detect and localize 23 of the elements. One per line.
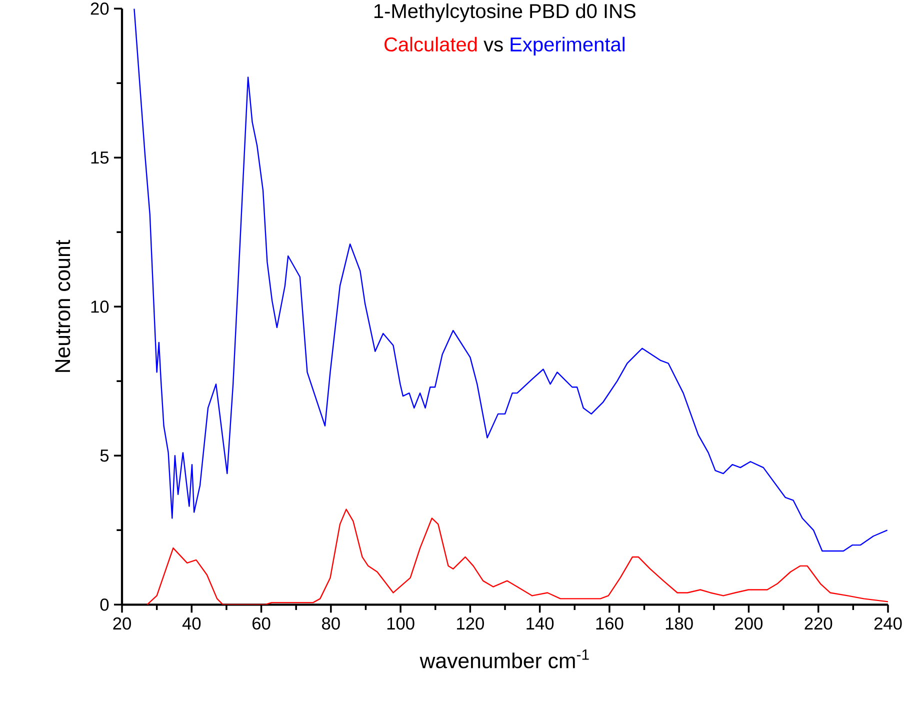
y-tick-label: 0 [100, 598, 109, 611]
x-tick-label: 20 [113, 617, 131, 630]
x-tick-label: 240 [874, 617, 902, 630]
y-tick-label: 20 [90, 2, 109, 15]
y-tick-label: 10 [91, 300, 109, 313]
annotation: vs [484, 40, 503, 52]
chart-title: 1-Methylcytosine PBD d0 INS [374, 4, 636, 22]
x-tick-label: 140 [526, 617, 554, 630]
text: Calculated [384, 36, 477, 52]
x-tick-label: 220 [804, 617, 832, 630]
y-axis-title: Neutron count [55, 240, 70, 372]
x-tick-label: 40 [182, 617, 201, 630]
x-tick-label: 200 [735, 617, 763, 630]
x-tick-label: 100 [387, 617, 414, 630]
y-tick-label: 15 [91, 152, 109, 164]
x-tick-label: 160 [596, 617, 624, 630]
text: Experimental [510, 36, 624, 56]
x-tick-label: 60 [252, 617, 270, 630]
x-tick-label: 180 [666, 617, 693, 630]
x-tick-label: 80 [322, 617, 340, 630]
y-tick-label: 5 [100, 450, 109, 462]
x-axis-title: wavenumber cm$^{-1}$ [420, 649, 589, 668]
x-tick-label: 120 [457, 617, 484, 630]
